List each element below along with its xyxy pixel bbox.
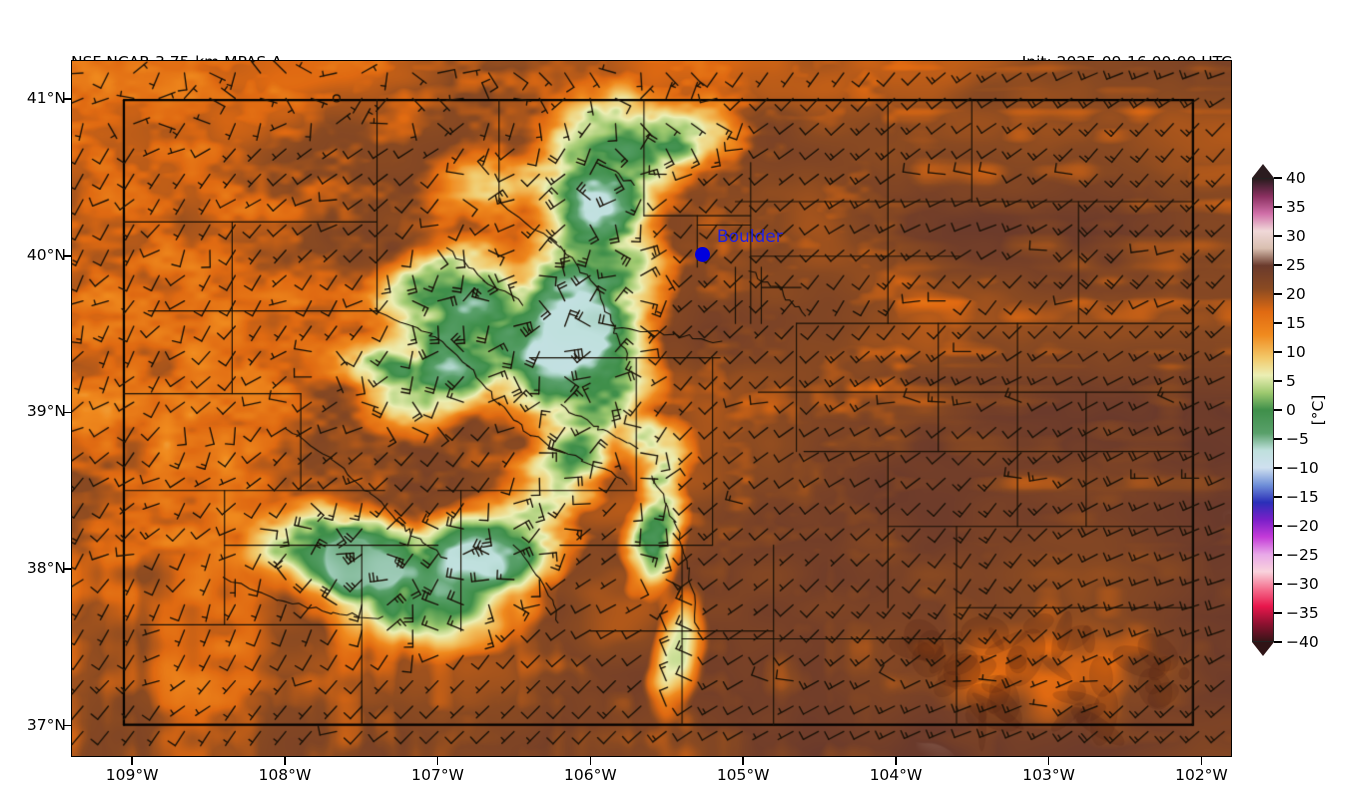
colorbar-label-5: 15 bbox=[1286, 314, 1306, 332]
colorbar-tick bbox=[1274, 525, 1282, 527]
xtick-mark bbox=[742, 757, 744, 765]
xtick-label-6: 103°W bbox=[1022, 766, 1076, 784]
boulder-label: Boulder bbox=[716, 227, 783, 248]
xtick-mark bbox=[284, 757, 286, 765]
colorbar-tick bbox=[1274, 467, 1282, 469]
colorbar-tick bbox=[1274, 641, 1282, 643]
colorbar-tick bbox=[1274, 612, 1282, 614]
colorbar-tick bbox=[1274, 554, 1282, 556]
colorbar-label-6: 10 bbox=[1286, 343, 1306, 361]
ytick-label-4: 37°N bbox=[26, 715, 66, 734]
colorbar-tick bbox=[1274, 322, 1282, 324]
colorbar-tick bbox=[1274, 235, 1282, 237]
colorbar-tick bbox=[1274, 438, 1282, 440]
boulder-marker bbox=[695, 246, 711, 262]
colorbar-tick bbox=[1274, 409, 1282, 411]
ytick-mark bbox=[63, 411, 71, 414]
colorbar-tick bbox=[1274, 380, 1282, 382]
xtick-label-3: 106°W bbox=[564, 766, 617, 784]
ytick-label-3: 38°N bbox=[26, 559, 66, 578]
ytick-label-0: 41°N bbox=[26, 89, 66, 108]
colorbar-label-7: 5 bbox=[1286, 372, 1296, 390]
colorbar-tick bbox=[1274, 351, 1282, 353]
xtick-label-4: 105°W bbox=[716, 766, 770, 784]
colorbar-tick bbox=[1274, 206, 1282, 208]
colorbar-label-2: 30 bbox=[1286, 227, 1306, 245]
colorbar-units-label: [°C] bbox=[1309, 394, 1327, 426]
colorbar-tick bbox=[1274, 496, 1282, 498]
colorbar-label-4: 20 bbox=[1286, 285, 1306, 303]
colorbar-label-13: −25 bbox=[1286, 546, 1319, 564]
colorbar-label-10: −10 bbox=[1286, 459, 1319, 477]
xtick-label-5: 104°W bbox=[869, 766, 923, 784]
map-plot-area[interactable]: Boulder bbox=[71, 60, 1232, 757]
colorbar-label-14: −30 bbox=[1286, 575, 1319, 593]
temperature-colorbar[interactable]: 40 35 30 25 20 15 10 5 0 −5 −10 −15 −20 −25 −30 −35 −40 bbox=[1252, 164, 1319, 656]
colorbar-label-1: 35 bbox=[1286, 198, 1306, 216]
ytick-mark bbox=[63, 254, 71, 257]
colorbar-label-8: 0 bbox=[1286, 401, 1296, 419]
colorbar-label-15: −35 bbox=[1286, 604, 1319, 622]
colorbar-label-11: −15 bbox=[1286, 488, 1319, 506]
xtick-mark bbox=[1047, 757, 1050, 765]
colorbar-tick bbox=[1274, 583, 1282, 585]
xtick-label-1: 108°W bbox=[258, 766, 312, 784]
colorbar-label-12: −20 bbox=[1286, 517, 1319, 535]
colorbar-tick bbox=[1274, 264, 1282, 266]
xtick-mark bbox=[1200, 757, 1203, 765]
ytick-mark bbox=[63, 724, 71, 727]
colorbar-under-arrow bbox=[1252, 642, 1274, 656]
ytick-mark bbox=[63, 98, 71, 100]
ytick-mark bbox=[63, 568, 71, 570]
colorbar-label-9: −5 bbox=[1286, 430, 1309, 448]
xtick-mark bbox=[895, 757, 897, 765]
colorbar-label-16: −40 bbox=[1286, 633, 1319, 651]
xtick-label-0: 109°W bbox=[105, 766, 159, 784]
colorbar-tick bbox=[1274, 293, 1282, 295]
ytick-label-2: 39°N bbox=[26, 402, 66, 421]
ytick-label-1: 40°N bbox=[26, 245, 66, 264]
temperature-wind-map bbox=[72, 61, 1231, 756]
xtick-mark bbox=[589, 757, 592, 765]
colorbar-gradient bbox=[1252, 178, 1274, 642]
xtick-label-2: 107°W bbox=[411, 766, 464, 784]
xtick-mark bbox=[131, 757, 133, 765]
colorbar-tick bbox=[1274, 177, 1282, 179]
colorbar-label-3: 25 bbox=[1286, 256, 1306, 274]
colorbar-label-0: 40 bbox=[1286, 169, 1306, 187]
xtick-label-7: 102°W bbox=[1175, 766, 1228, 784]
xtick-mark bbox=[436, 757, 439, 765]
colorbar-over-arrow bbox=[1252, 164, 1274, 178]
